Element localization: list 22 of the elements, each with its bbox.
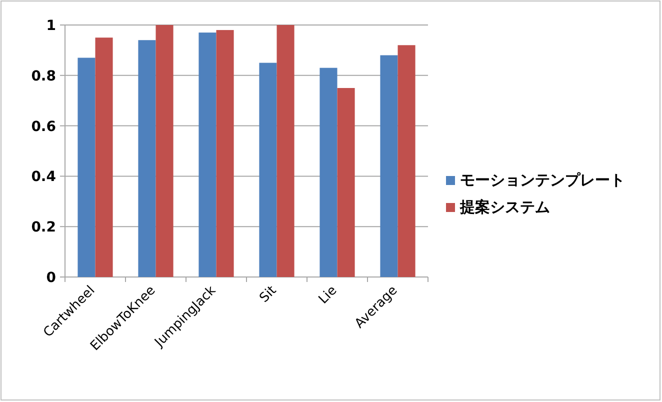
bar: [95, 38, 113, 277]
y-tick-label: 0.4: [31, 169, 56, 186]
y-tick-label: 0: [46, 270, 56, 286]
bar: [337, 88, 355, 277]
bar: [198, 32, 216, 277]
bar: [138, 40, 156, 277]
bar: [78, 58, 96, 277]
bar: [259, 62, 277, 277]
y-tick-label: 1: [46, 18, 56, 34]
legend-label: 提案システム: [459, 198, 550, 216]
x-tick-label: Lie: [316, 283, 340, 308]
bar: [216, 30, 234, 277]
y-tick-label: 0.8: [31, 68, 56, 84]
y-tick-label: 0.6: [31, 118, 56, 135]
y-tick-label: 0.2: [31, 220, 56, 236]
bar: [320, 68, 338, 277]
x-tick-label: Sit: [256, 283, 280, 306]
bar: [398, 45, 416, 277]
bar: [276, 25, 294, 277]
legend-label: モーションテンプレート: [460, 171, 625, 189]
bar: [156, 25, 174, 277]
bar: [380, 55, 398, 277]
